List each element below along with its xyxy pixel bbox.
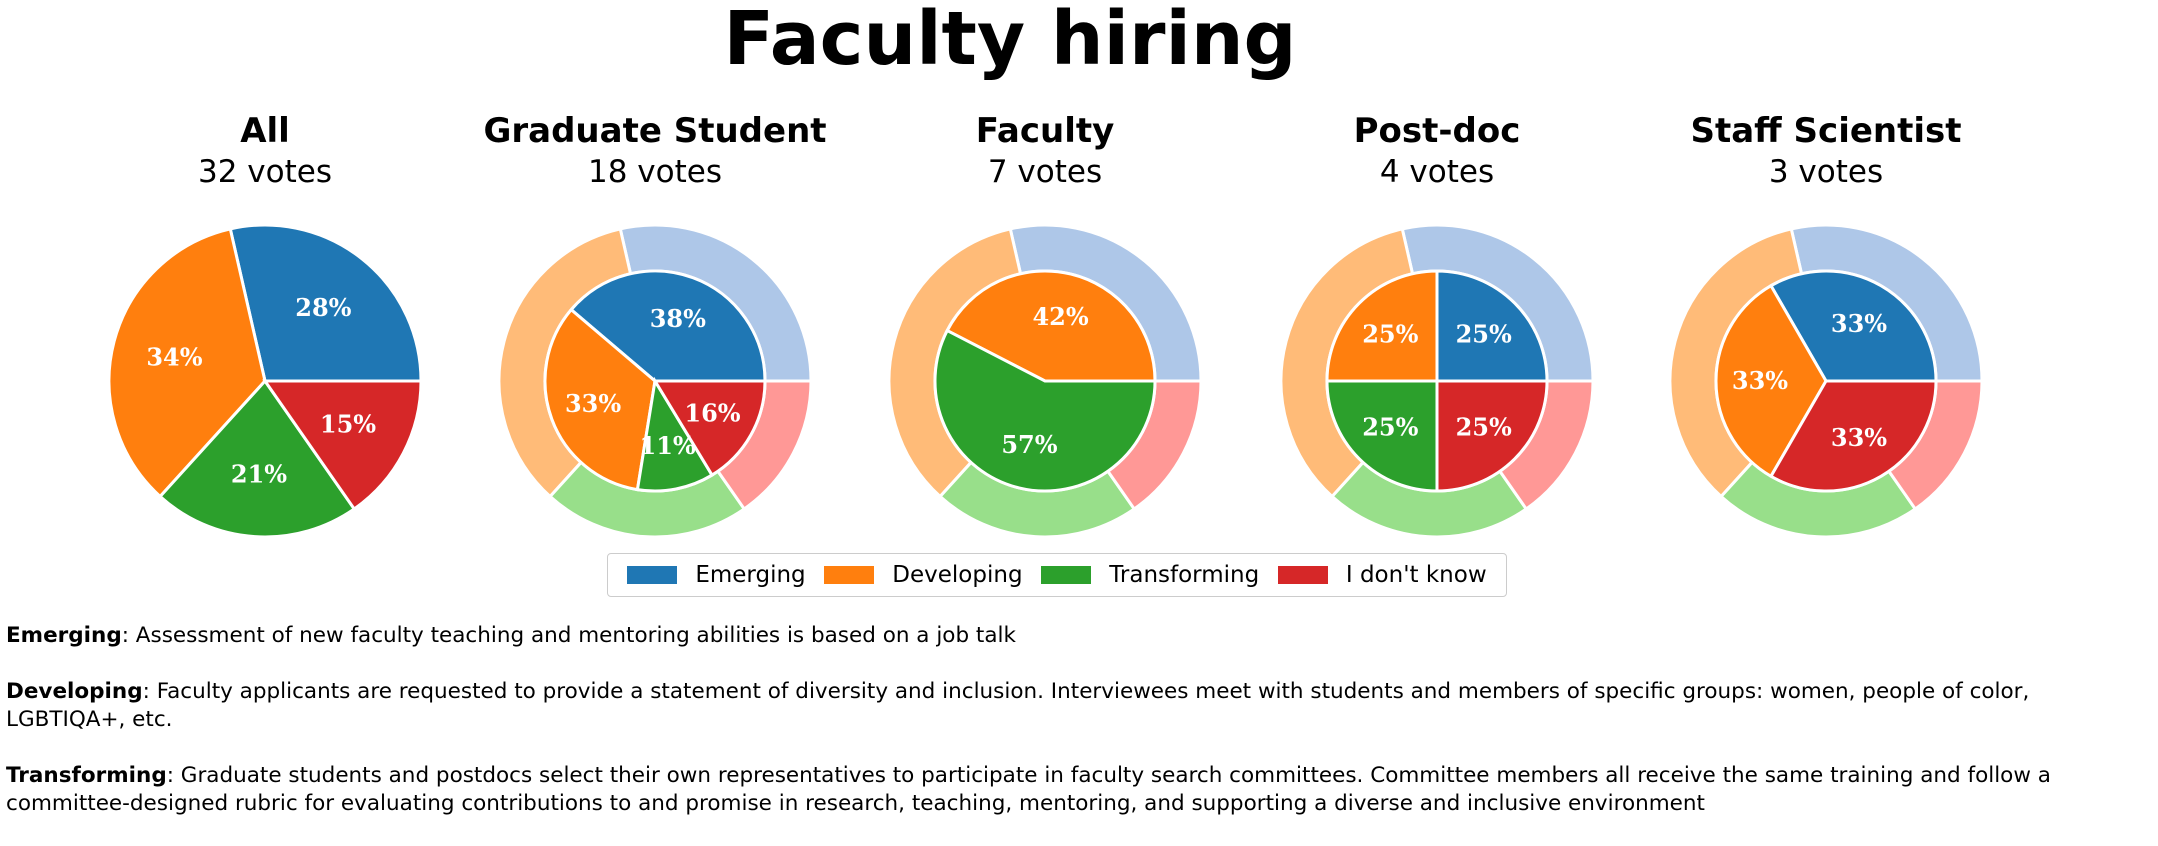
slice-label: 38% <box>650 304 706 333</box>
slice-emerging <box>1768 269 1938 383</box>
slice-label: 25% <box>1362 413 1418 442</box>
slice-label: 28% <box>295 293 351 322</box>
legend-label: Emerging <box>695 562 806 588</box>
slice-label: 42% <box>1032 302 1088 331</box>
slice-label: 15% <box>320 409 376 438</box>
slice-emerging <box>569 269 767 383</box>
definition-paragraph: Emerging: Assessment of new faculty teac… <box>6 622 2152 650</box>
legend-label: Developing <box>892 562 1023 588</box>
definitions: Emerging: Assessment of new faculty teac… <box>6 622 2152 846</box>
slice-label: 25% <box>1362 319 1418 348</box>
slice-developing <box>945 269 1157 383</box>
slice-label: 33% <box>1732 366 1788 395</box>
slice-emerging <box>1435 269 1549 383</box>
slice-label: 57% <box>1001 430 1057 459</box>
pie-subtitle: 3 votes <box>1769 154 1883 190</box>
slice-label: 33% <box>565 389 621 418</box>
slice-label: 33% <box>1831 309 1887 338</box>
legend-swatch <box>824 566 875 584</box>
legend-swatch <box>1041 566 1092 584</box>
pie-subtitle: 18 votes <box>588 154 722 190</box>
slice-label: 25% <box>1456 319 1512 348</box>
legend-swatch <box>627 566 678 584</box>
slice-i-don-t-know <box>652 379 767 478</box>
definition-term: Transforming <box>6 763 167 788</box>
legend-item: Emerging <box>627 562 806 588</box>
slice-transforming <box>933 328 1157 493</box>
pie-subtitle: 32 votes <box>198 154 332 190</box>
pie-subtitle: 7 votes <box>988 154 1102 190</box>
pie-title: Staff Scientist <box>1690 111 1961 151</box>
definition-paragraph: Developing: Faculty applicants are reque… <box>6 678 2152 734</box>
definition-text: : Assessment of new faculty teaching and… <box>121 623 1016 648</box>
definition-text: : Graduate students and postdocs select … <box>6 763 2051 816</box>
legend-label: Transforming <box>1109 562 1260 588</box>
slice-i-don-t-know <box>1768 379 1938 493</box>
slice-label: 16% <box>684 398 740 427</box>
slice-label: 25% <box>1456 413 1512 442</box>
slice-label: 34% <box>146 342 202 371</box>
slice-i-don-t-know <box>1435 379 1549 493</box>
pie-title: Post-doc <box>1354 111 1521 151</box>
slice-developing <box>543 307 657 492</box>
slice-emerging <box>228 223 423 383</box>
pie-title: All <box>240 111 290 151</box>
slice-i-don-t-know <box>262 379 423 512</box>
slice-developing <box>1714 283 1828 479</box>
pie-title: Graduate Student <box>483 111 826 151</box>
legend: Emerging Developing Transforming I don't kn… <box>607 553 1507 597</box>
slice-developing <box>1325 269 1439 383</box>
legend-item: Developing <box>824 562 1023 588</box>
main-title: Faculty hiring <box>723 0 1297 82</box>
legend-swatch <box>1277 566 1328 584</box>
definition-text: : Faculty applicants are requested to pr… <box>6 679 2030 732</box>
slice-developing <box>107 227 267 499</box>
slice-transforming <box>1325 379 1439 493</box>
slice-label: 21% <box>231 459 287 488</box>
legend-item: Transforming <box>1041 562 1259 588</box>
definition-paragraph: Transforming: Graduate students and post… <box>6 762 2152 818</box>
legend-label: I don't know <box>1345 562 1487 588</box>
slice-transforming <box>635 376 715 493</box>
pie-subtitle: 4 votes <box>1380 154 1494 190</box>
slice-label: 11% <box>640 431 696 460</box>
definition-term: Emerging <box>6 623 122 648</box>
legend-item: I don't know <box>1277 562 1487 588</box>
slice-label: 33% <box>1831 423 1887 452</box>
pie-title: Faculty <box>976 111 1115 151</box>
slice-transforming <box>158 378 357 539</box>
definition-term: Developing <box>6 679 143 704</box>
